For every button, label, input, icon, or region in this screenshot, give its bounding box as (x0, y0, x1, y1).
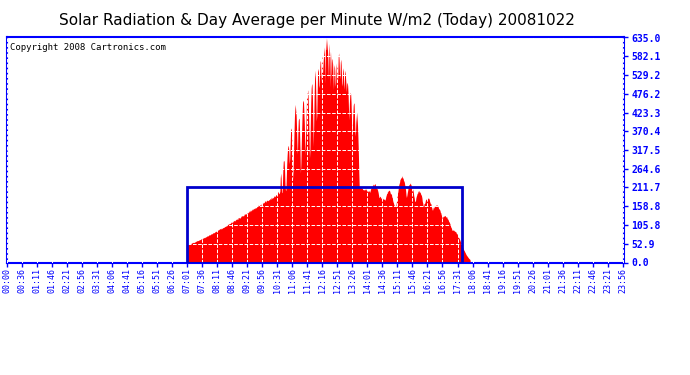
Text: Solar Radiation & Day Average per Minute W/m2 (Today) 20081022: Solar Radiation & Day Average per Minute… (59, 13, 575, 28)
Bar (187, 188, 462, 262)
Text: Copyright 2008 Cartronics.com: Copyright 2008 Cartronics.com (10, 43, 166, 52)
